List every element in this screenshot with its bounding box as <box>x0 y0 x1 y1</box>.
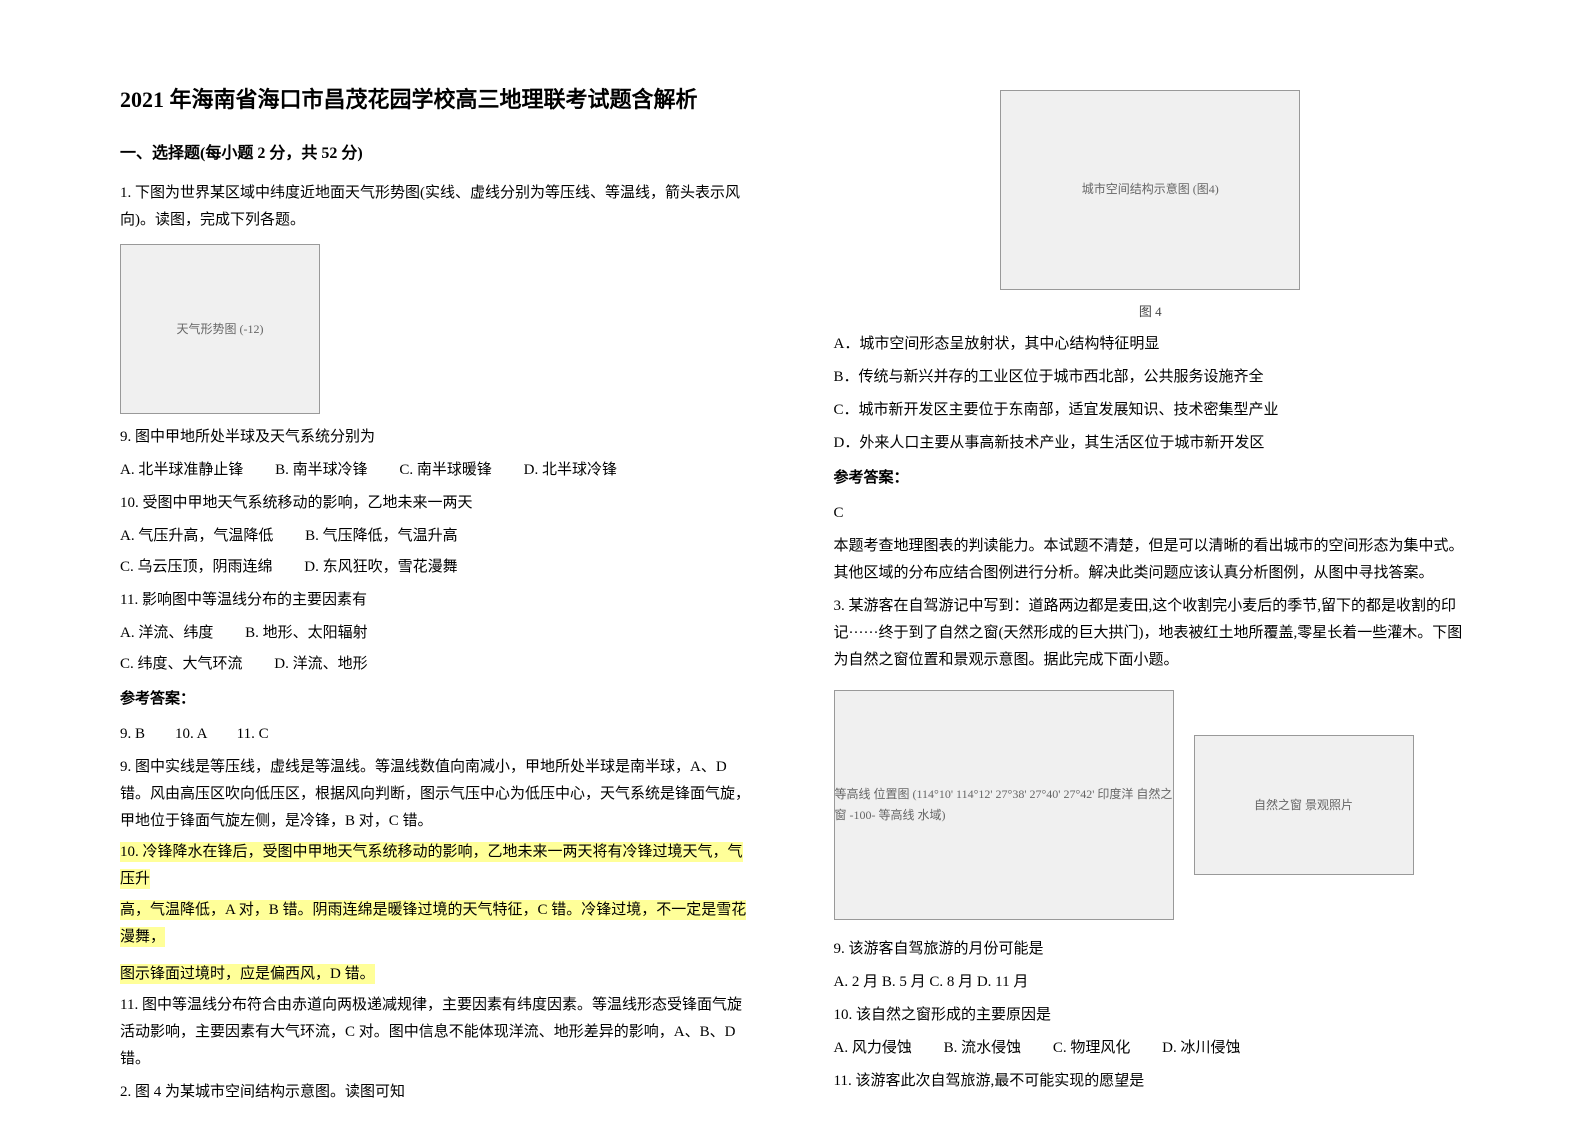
section-heading: 一、选择题(每小题 2 分，共 52 分) <box>120 140 754 169</box>
option-b: B. 地形、太阳辐射 <box>245 620 368 647</box>
q1-sub11-options-row1: A. 洋流、纬度 B. 地形、太阳辐射 <box>120 620 754 647</box>
q3-map-figure: 等高线 位置图 (114°10' 114°12' 27°38' 27°40' 2… <box>834 690 1174 920</box>
q3-figure-row: 等高线 位置图 (114°10' 114°12' 27°38' 27°40' 2… <box>834 680 1468 930</box>
q3-photo-figure: 自然之窗 景观照片 <box>1194 735 1414 875</box>
q1-sub9: 9. 图中甲地所处半球及天气系统分别为 <box>120 424 754 451</box>
option-d: D. 洋流、地形 <box>274 651 367 678</box>
q3-sub10-options: A. 风力侵蚀 B. 流水侵蚀 C. 物理风化 D. 冰川侵蚀 <box>834 1035 1468 1062</box>
highlight-text: 10. 冷锋降水在锋后，受图中甲地天气系统移动的影响，乙地未来一两天将有冷锋过境… <box>120 842 743 889</box>
answer-label: 参考答案： <box>120 686 754 713</box>
option-c: C. 纬度、大气环流 <box>120 651 243 678</box>
option-d: D. 冰川侵蚀 <box>1162 1035 1240 1062</box>
left-column: 2021 年海南省海口市昌茂花园学校高三地理联考试题含解析 一、选择题(每小题 … <box>100 80 794 1082</box>
q2-option-d: D．外来人口主要从事高新技术产业，其生活区位于城市新开发区 <box>834 430 1468 457</box>
q1-sub10-options-row1: A. 气压升高，气温降低 B. 气压降低，气温升高 <box>120 523 754 550</box>
option-b: B. 流水侵蚀 <box>944 1035 1022 1062</box>
q1-sub10-options-row2: C. 乌云压顶，阴雨连绵 D. 东风狂吹，雪花漫舞 <box>120 554 754 581</box>
q1-exp9: 9. 图中实线是等压线，虚线是等温线。等温线数值向南减小，甲地所处半球是南半球，… <box>120 754 754 835</box>
q1-answers: 9. B 10. A 11. C <box>120 721 754 748</box>
option-b: B. 气压降低，气温升高 <box>305 523 458 550</box>
q2-option-a: A．城市空间形态呈放射状，其中心结构特征明显 <box>834 331 1468 358</box>
q1-sub9-options: A. 北半球准静止锋 B. 南半球冷锋 C. 南半球暖锋 D. 北半球冷锋 <box>120 457 754 484</box>
option-d: D. 东风狂吹，雪花漫舞 <box>304 554 457 581</box>
q1-exp10-line3: 图示锋面过境时，应是偏西风，D 错。 <box>120 961 754 988</box>
option-b: B. 南半球冷锋 <box>275 457 368 484</box>
option-a: A. 洋流、纬度 <box>120 620 213 647</box>
q2-stem: 2. 图 4 为某城市空间结构示意图。读图可知 <box>120 1079 754 1106</box>
highlight-text: 高，气温降低，A 对，B 错。阴雨连绵是暖锋过境的天气特征，C 错。冷锋过境，不… <box>120 900 746 947</box>
option-a: A. 北半球准静止锋 <box>120 457 243 484</box>
q2-figure-caption: 图 4 <box>834 300 1468 323</box>
right-column: 城市空间结构示意图 (图4) 图 4 A．城市空间形态呈放射状，其中心结构特征明… <box>794 80 1488 1082</box>
option-c: C. 南半球暖锋 <box>399 457 492 484</box>
q3-photo-wrapper: 自然之窗 景观照片 <box>1194 725 1468 885</box>
q3-sub10: 10. 该自然之窗形成的主要原因是 <box>834 1002 1468 1029</box>
q2-answer: C <box>834 500 1468 527</box>
option-a: A. 风力侵蚀 <box>834 1035 912 1062</box>
q1-stem: 1. 下图为世界某区域中纬度近地面天气形势图(实线、虚线分别为等压线、等温线，箭… <box>120 180 754 234</box>
q1-exp11: 11. 图中等温线分布符合由赤道向两极递减规律，主要因素有纬度因素。等温线形态受… <box>120 992 754 1073</box>
q1-sub11-options-row2: C. 纬度、大气环流 D. 洋流、地形 <box>120 651 754 678</box>
q1-sub11: 11. 影响图中等温线分布的主要因素有 <box>120 587 754 614</box>
highlight-text: 图示锋面过境时，应是偏西风，D 错。 <box>120 964 375 984</box>
answer-label: 参考答案： <box>834 465 1468 492</box>
option-a: A. 气压升高，气温降低 <box>120 523 273 550</box>
q2-option-b: B．传统与新兴并存的工业区位于城市西北部，公共服务设施齐全 <box>834 364 1468 391</box>
q3-stem: 3. 某游客在自驾游记中写到：道路两边都是麦田,这个收割完小麦后的季节,留下的都… <box>834 593 1468 674</box>
q3-sub11: 11. 该游客此次自驾旅游,最不可能实现的愿望是 <box>834 1068 1468 1095</box>
page-title: 2021 年海南省海口市昌茂花园学校高三地理联考试题含解析 <box>120 80 754 120</box>
option-d: D. 北半球冷锋 <box>524 457 617 484</box>
q1-exp10-line1: 10. 冷锋降水在锋后，受图中甲地天气系统移动的影响，乙地未来一两天将有冷锋过境… <box>120 839 754 893</box>
q1-exp10-line2: 高，气温降低，A 对，B 错。阴雨连绵是暖锋过境的天气特征，C 错。冷锋过境，不… <box>120 897 754 951</box>
q3-sub9-options: A. 2 月 B. 5 月 C. 8 月 D. 11 月 <box>834 969 1468 996</box>
q1-sub10: 10. 受图中甲地天气系统移动的影响，乙地未来一两天 <box>120 490 754 517</box>
q2-figure: 城市空间结构示意图 (图4) <box>1000 90 1300 290</box>
q3-sub9: 9. 该游客自驾旅游的月份可能是 <box>834 936 1468 963</box>
option-c: C. 物理风化 <box>1053 1035 1131 1062</box>
q2-explanation: 本题考查地理图表的判读能力。本试题不清楚，但是可以清晰的看出城市的空间形态为集中… <box>834 533 1468 587</box>
q1-figure: 天气形势图 (-12) <box>120 244 320 414</box>
q2-option-c: C．城市新开发区主要位于东南部，适宜发展知识、技术密集型产业 <box>834 397 1468 424</box>
option-c: C. 乌云压顶，阴雨连绵 <box>120 554 273 581</box>
